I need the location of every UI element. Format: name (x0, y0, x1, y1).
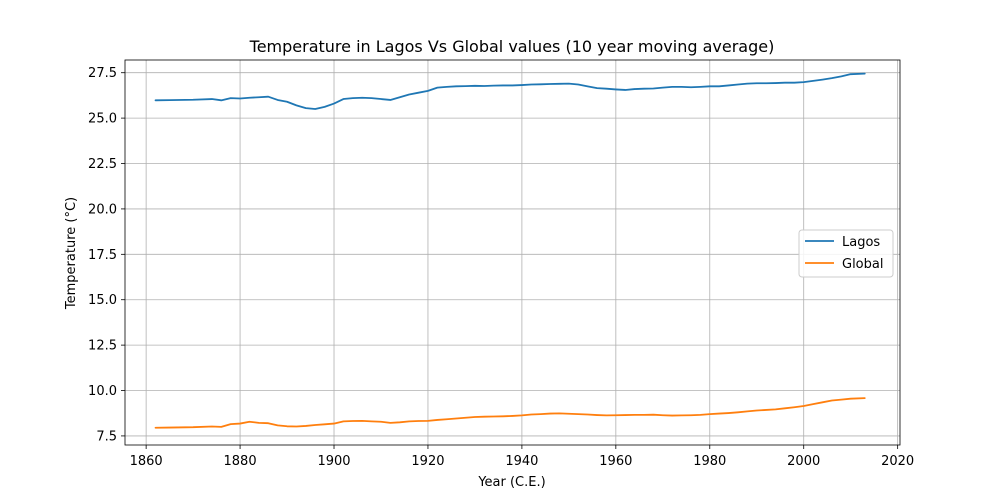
y-tick-label: 17.5 (88, 248, 117, 263)
x-tick-label: 2020 (881, 454, 914, 469)
y-tick-label: 7.5 (96, 429, 117, 444)
y-tick-label: 10.0 (88, 384, 117, 399)
series-line-lagos (154, 72, 866, 110)
x-tick-label: 2000 (787, 454, 820, 469)
x-tick-label: 1900 (317, 454, 350, 469)
x-tick-label: 1880 (224, 454, 257, 469)
y-tick-label: 15.0 (88, 293, 117, 308)
x-tick-label: 1960 (599, 454, 632, 469)
grid-lines (125, 60, 900, 445)
y-axis-label: Temperature (°C) (64, 197, 79, 310)
x-tick-label: 1860 (130, 454, 163, 469)
x-tick-label: 1920 (411, 454, 444, 469)
y-tick-label: 27.5 (88, 66, 117, 81)
x-tick-label: 1980 (693, 454, 726, 469)
legend: Lagos Global (798, 229, 894, 278)
y-tick-label: 25.0 (88, 112, 117, 127)
axis-ticks: 1860 1880 1900 1920 1940 1960 1980 2000 2020 7.5 1… (88, 66, 914, 469)
legend-label-global: Global (842, 257, 883, 272)
series-lines (154, 72, 866, 429)
series-line-global (154, 397, 866, 429)
legend-label-lagos: Lagos (842, 235, 880, 250)
y-tick-label: 22.5 (88, 157, 117, 172)
x-tick-label: 1940 (505, 454, 538, 469)
plot-frame (124, 59, 901, 446)
chart-title: Temperature in Lagos Vs Global values (1… (249, 37, 775, 56)
y-tick-label: 12.5 (88, 339, 117, 354)
x-axis-label: Year (C.E.) (477, 475, 545, 490)
y-tick-label: 20.0 (88, 202, 117, 217)
